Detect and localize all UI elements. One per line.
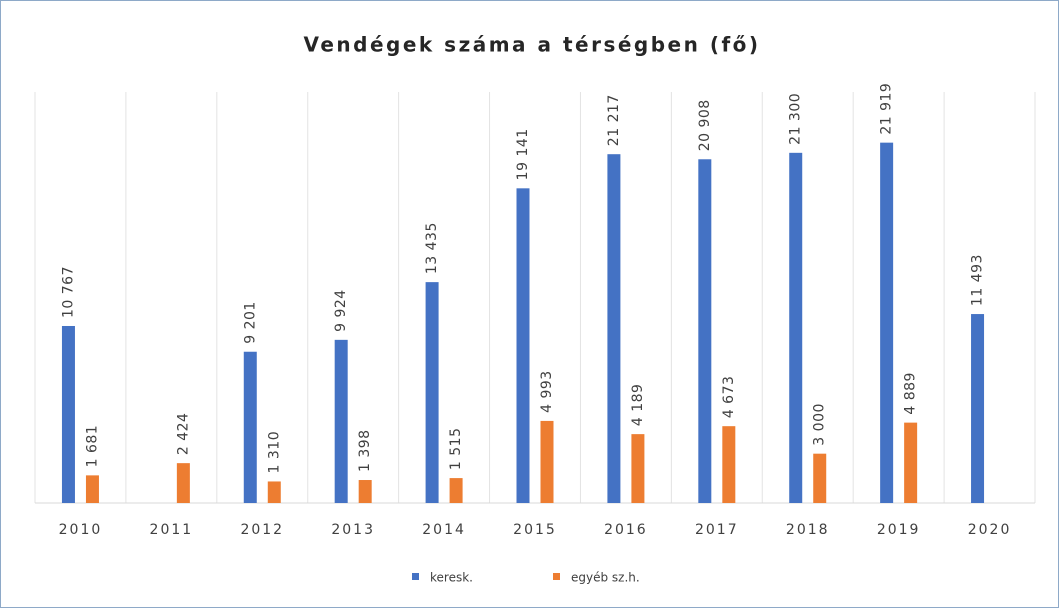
legend-swatch	[553, 573, 560, 580]
data-label: 13 435	[424, 222, 440, 274]
bar	[789, 152, 803, 503]
x-tick-label: 2019	[877, 522, 921, 538]
legend-swatch	[412, 573, 419, 580]
legend-label: egyéb sz.h.	[571, 571, 640, 585]
data-label: 1 515	[448, 427, 464, 470]
data-label: 2 424	[175, 413, 191, 456]
bar	[267, 481, 281, 503]
bar	[631, 434, 645, 503]
bar	[334, 339, 348, 503]
data-label: 1 398	[357, 429, 373, 472]
data-label: 21 919	[879, 83, 895, 135]
bar	[722, 426, 736, 503]
bar	[813, 453, 827, 503]
bar	[449, 478, 463, 503]
data-label: 21 300	[788, 93, 804, 145]
x-tick-label: 2018	[786, 522, 830, 538]
x-tick-label: 2010	[59, 522, 103, 538]
data-label: 1 681	[84, 425, 100, 468]
data-label: 4 889	[903, 372, 919, 415]
data-label: 1 310	[266, 431, 282, 474]
data-label: 19 141	[515, 128, 531, 180]
legend-label: keresk.	[430, 571, 473, 585]
bar	[607, 154, 621, 504]
bar	[698, 159, 712, 504]
chart-title: Vendégek száma a térségben (fő)	[303, 33, 760, 57]
bar	[904, 422, 918, 503]
bar	[880, 142, 894, 503]
data-label: 4 993	[539, 370, 555, 413]
x-tick-label: 2017	[695, 522, 739, 538]
x-tick-label: 2012	[240, 522, 284, 538]
bar	[61, 325, 75, 503]
bar	[425, 282, 439, 503]
bar	[243, 351, 257, 503]
data-label: 9 924	[333, 289, 349, 332]
data-label: 20 908	[697, 99, 713, 151]
bar	[516, 188, 530, 503]
data-label: 9 201	[242, 301, 258, 344]
bar	[540, 420, 554, 503]
data-label: 11 493	[970, 254, 986, 306]
data-label: 4 673	[721, 376, 737, 419]
x-tick-label: 2013	[331, 522, 375, 538]
data-label: 10 767	[60, 266, 76, 318]
x-tick-label: 2011	[150, 522, 194, 538]
data-label: 3 000	[812, 403, 828, 446]
bar	[358, 480, 372, 503]
bar	[85, 475, 99, 503]
x-tick-label: 2014	[422, 522, 466, 538]
x-tick-label: 2015	[513, 522, 557, 538]
data-label: 4 189	[630, 384, 646, 427]
bar	[176, 463, 190, 503]
data-label: 21 217	[606, 94, 622, 146]
x-tick-label: 2016	[604, 522, 648, 538]
x-tick-label: 2020	[968, 522, 1012, 538]
bar	[971, 314, 985, 503]
